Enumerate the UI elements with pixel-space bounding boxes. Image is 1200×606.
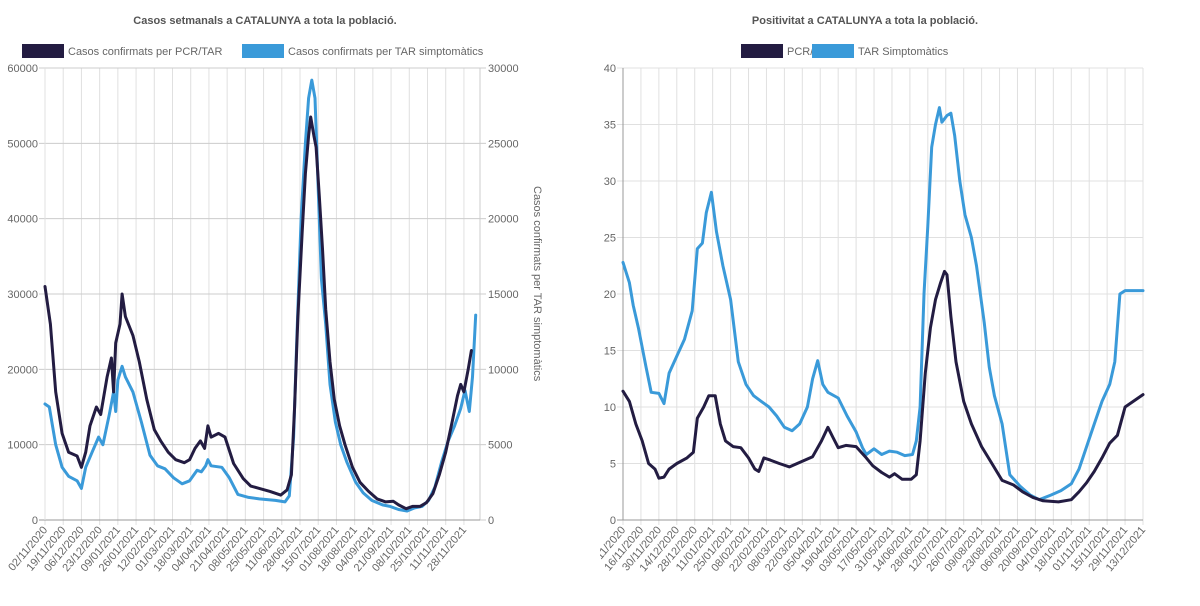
y-tick-label: 0 [610,515,616,527]
series-lines [43,78,478,513]
x-axis-ticks: 02/11/202016/11/202030/11/202014/12/2020… [600,524,1148,574]
legend-label-tar[interactable]: TAR Simptomàtics [858,46,949,58]
y-tick-label: 30 [604,176,616,188]
legend-swatch-pcr[interactable] [22,44,64,58]
y2-tick-label: 10000 [488,364,519,376]
legend[interactable]: Casos confirmats per PCR/TAR Casos confi… [22,44,484,58]
y2-tick-label: 5000 [488,440,512,452]
y-axis-ticks: 0 5 10 15 20 25 30 35 40 [604,63,616,527]
y-tick-label: 20000 [7,364,38,376]
legend-swatch-pcr[interactable] [741,44,783,58]
chart-title: Positivitat a CATALUNYA a tota la poblac… [752,15,978,27]
y-tick-label: 40000 [7,214,38,226]
series-line-pcr [621,269,1145,504]
grid [617,67,1144,525]
y-tick-label: 25 [604,233,616,245]
y2-tick-label: 25000 [488,138,519,150]
y-tick-label: 35 [604,120,616,132]
y-tick-label: 30000 [7,289,38,301]
y2-tick-label: 20000 [488,214,519,226]
series-line-tar [43,78,478,513]
y-tick-label: 20 [604,289,616,301]
legend-label-pcr[interactable]: Casos confirmats per PCR/TAR [68,46,223,58]
legend[interactable]: PCR/TAR TAR Simptomàtics [741,44,949,58]
y-tick-label: 15 [604,346,616,358]
y-tick-label: 50000 [7,138,38,150]
y-tick-label: 10 [604,402,616,414]
legend-swatch-tar[interactable] [812,44,854,58]
y2-tick-label: 15000 [488,289,519,301]
y-axis-right-ticks: 0 5000 10000 15000 20000 25000 30000 [480,63,519,527]
grid [39,67,481,525]
y-tick-label: 5 [610,459,616,471]
y-tick-label: 40 [604,63,616,75]
weekly-cases-chart-svg: Casos setmanals a CATALUNYA a tota la po… [6,15,543,574]
chart-title: Casos setmanals a CATALUNYA a tota la po… [133,15,396,27]
y-axis-left-ticks: 0 10000 20000 30000 40000 50000 60000 [7,63,38,527]
positivity-chart: Positivitat a CATALUNYA a tota la poblac… [600,0,1200,606]
x-axis-ticks: 02/11/202019/11/202006/12/202023/12/2020… [6,524,469,574]
y-tick-label: 0 [32,515,38,527]
legend-label-tar[interactable]: Casos confirmats per TAR simptomàtics [288,46,484,58]
y-tick-label: 60000 [7,63,38,75]
y2-axis-title: Casos confirmats per TAR simptomàtics [531,186,543,382]
series-line-pcr [43,115,473,511]
weekly-cases-chart: Casos setmanals a CATALUNYA a tota la po… [6,15,543,574]
series-line-tar [621,106,1145,502]
y2-tick-label: 30000 [488,63,519,75]
y-tick-label: 10000 [7,440,38,452]
positivity-chart-svg: Positivitat a CATALUNYA a tota la poblac… [600,15,1148,574]
series-lines [621,106,1145,504]
legend-swatch-tar[interactable] [242,44,284,58]
y2-tick-label: 0 [488,515,494,527]
